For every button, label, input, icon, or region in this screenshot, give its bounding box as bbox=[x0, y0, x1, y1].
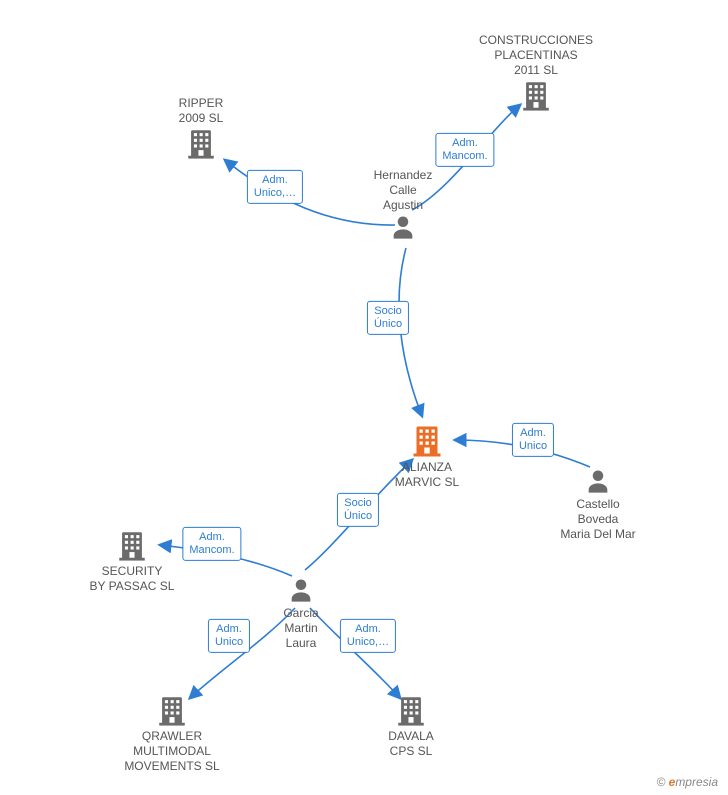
company-node[interactable]: SECURITY BY PASSAC SL bbox=[67, 528, 197, 594]
node-label: CONSTRUCCIONES PLACENTINAS 2011 SL bbox=[471, 33, 601, 78]
node-label: QRAWLER MULTIMODAL MOVEMENTS SL bbox=[107, 729, 237, 774]
node-label: ALIANZA MARVIC SL bbox=[362, 460, 492, 490]
edge-label: Socio Único bbox=[337, 493, 379, 527]
edge-label: Adm. Mancom. bbox=[182, 527, 241, 561]
building-icon bbox=[155, 693, 189, 727]
edge-label: Adm. Unico bbox=[512, 423, 554, 457]
company-node[interactable]: ALIANZA MARVIC SL bbox=[362, 422, 492, 490]
edge-label: Socio Único bbox=[367, 301, 409, 335]
watermark-copyright: © bbox=[656, 775, 665, 789]
node-label: Hernandez Calle Agustin bbox=[338, 168, 468, 213]
building-icon bbox=[394, 693, 428, 727]
watermark: © empresia bbox=[656, 775, 718, 789]
building-icon bbox=[519, 78, 553, 112]
person-icon bbox=[389, 213, 417, 241]
building-icon bbox=[409, 422, 445, 458]
person-node[interactable]: Castello Boveda Maria Del Mar bbox=[533, 467, 663, 542]
company-node[interactable]: CONSTRUCCIONES PLACENTINAS 2011 SL bbox=[471, 31, 601, 112]
building-icon bbox=[115, 528, 149, 562]
node-label: DAVALA CPS SL bbox=[346, 729, 476, 759]
edge-label: Adm. Unico bbox=[208, 619, 250, 653]
company-node[interactable]: DAVALA CPS SL bbox=[346, 693, 476, 759]
edge-label: Adm. Mancom. bbox=[435, 133, 494, 167]
building-icon bbox=[184, 126, 218, 160]
company-node[interactable]: RIPPER 2009 SL bbox=[136, 94, 266, 160]
person-node[interactable]: Hernandez Calle Agustin bbox=[338, 166, 468, 241]
company-node[interactable]: QRAWLER MULTIMODAL MOVEMENTS SL bbox=[107, 693, 237, 774]
person-icon bbox=[584, 467, 612, 495]
edge-label: Adm. Unico,… bbox=[247, 170, 303, 204]
edge-label: Adm. Unico,… bbox=[340, 619, 396, 653]
node-label: RIPPER 2009 SL bbox=[136, 96, 266, 126]
node-label: SECURITY BY PASSAC SL bbox=[67, 564, 197, 594]
watermark-text: mpresia bbox=[675, 775, 718, 789]
node-label: Castello Boveda Maria Del Mar bbox=[533, 497, 663, 542]
person-icon bbox=[287, 576, 315, 604]
